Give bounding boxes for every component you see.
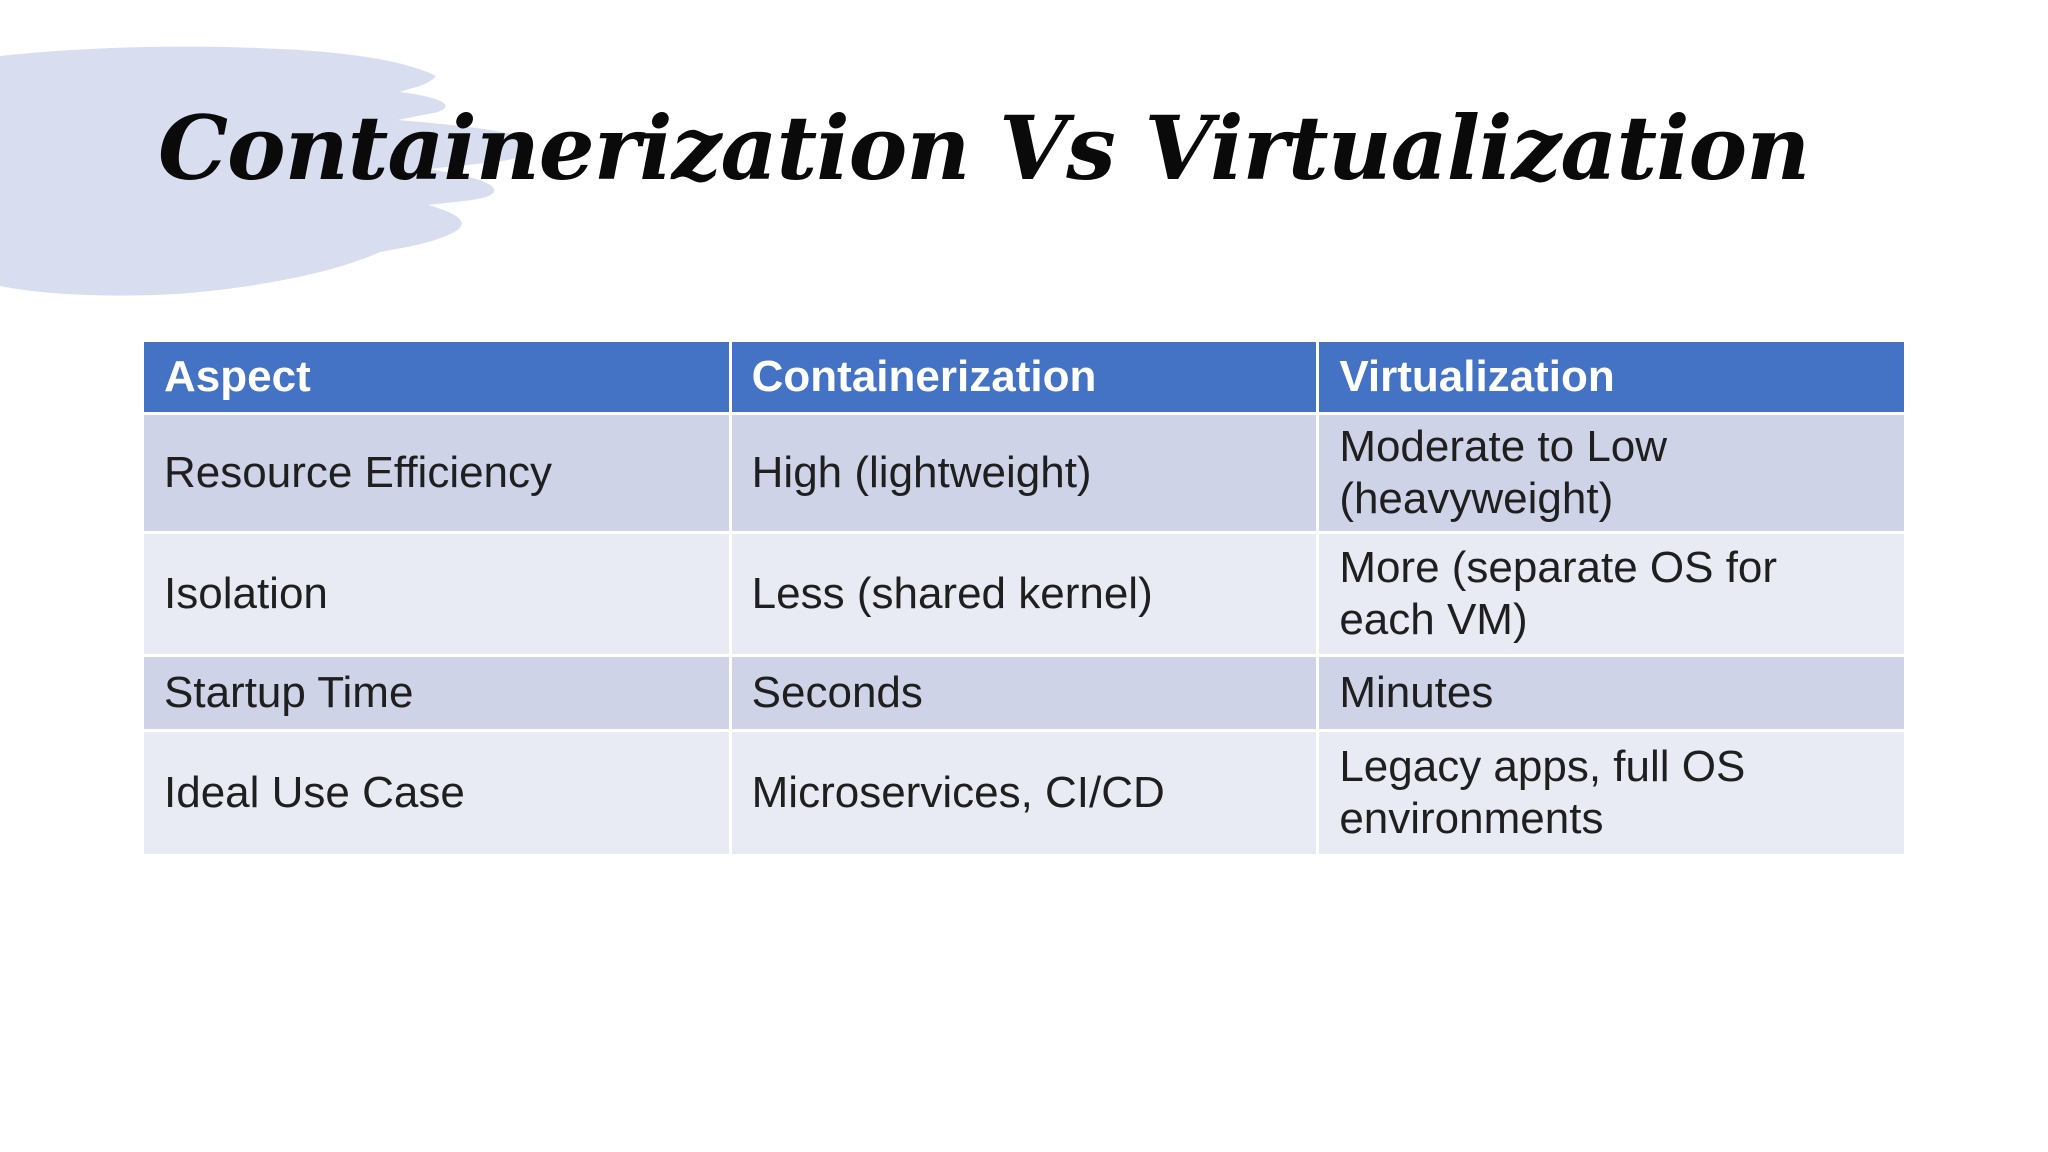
cell-virtualization-value: Legacy apps, full OS environments: [1316, 728, 1907, 857]
cell-containerization-value: Seconds: [728, 653, 1320, 732]
header-cell-virtualization: Virtualization: [1316, 339, 1907, 415]
cell-virtualization-value: Minutes: [1316, 653, 1907, 732]
cell-aspect: Isolation: [141, 530, 732, 657]
table-row-resource-efficiency: Resource Efficiency High (lightweight) M…: [141, 412, 1907, 534]
cell-virtualization-value: Moderate to Low (heavyweight): [1316, 412, 1907, 534]
table-header-row: Aspect Containerization Virtualization: [141, 339, 1907, 415]
cell-aspect: Startup Time: [141, 653, 732, 732]
cell-aspect: Ideal Use Case: [141, 728, 732, 857]
cell-aspect: Resource Efficiency: [141, 412, 732, 534]
slide-title: Containerization Vs Virtualization: [158, 96, 1810, 200]
table-row-ideal-use-case: Ideal Use Case Microservices, CI/CD Lega…: [141, 728, 1907, 857]
table-row-isolation: Isolation Less (shared kernel) More (sep…: [141, 530, 1907, 657]
comparison-table: Aspect Containerization Virtualization R…: [141, 339, 1907, 857]
cell-virtualization-value: More (separate OS for each VM): [1316, 530, 1907, 657]
header-cell-containerization: Containerization: [728, 339, 1320, 415]
header-cell-aspect: Aspect: [141, 339, 732, 415]
cell-containerization-value: High (lightweight): [728, 412, 1320, 534]
cell-containerization-value: Less (shared kernel): [728, 530, 1320, 657]
table-row-startup-time: Startup Time Seconds Minutes: [141, 653, 1907, 732]
cell-containerization-value: Microservices, CI/CD: [728, 728, 1320, 857]
brush-stroke-decoration: [0, 46, 534, 296]
